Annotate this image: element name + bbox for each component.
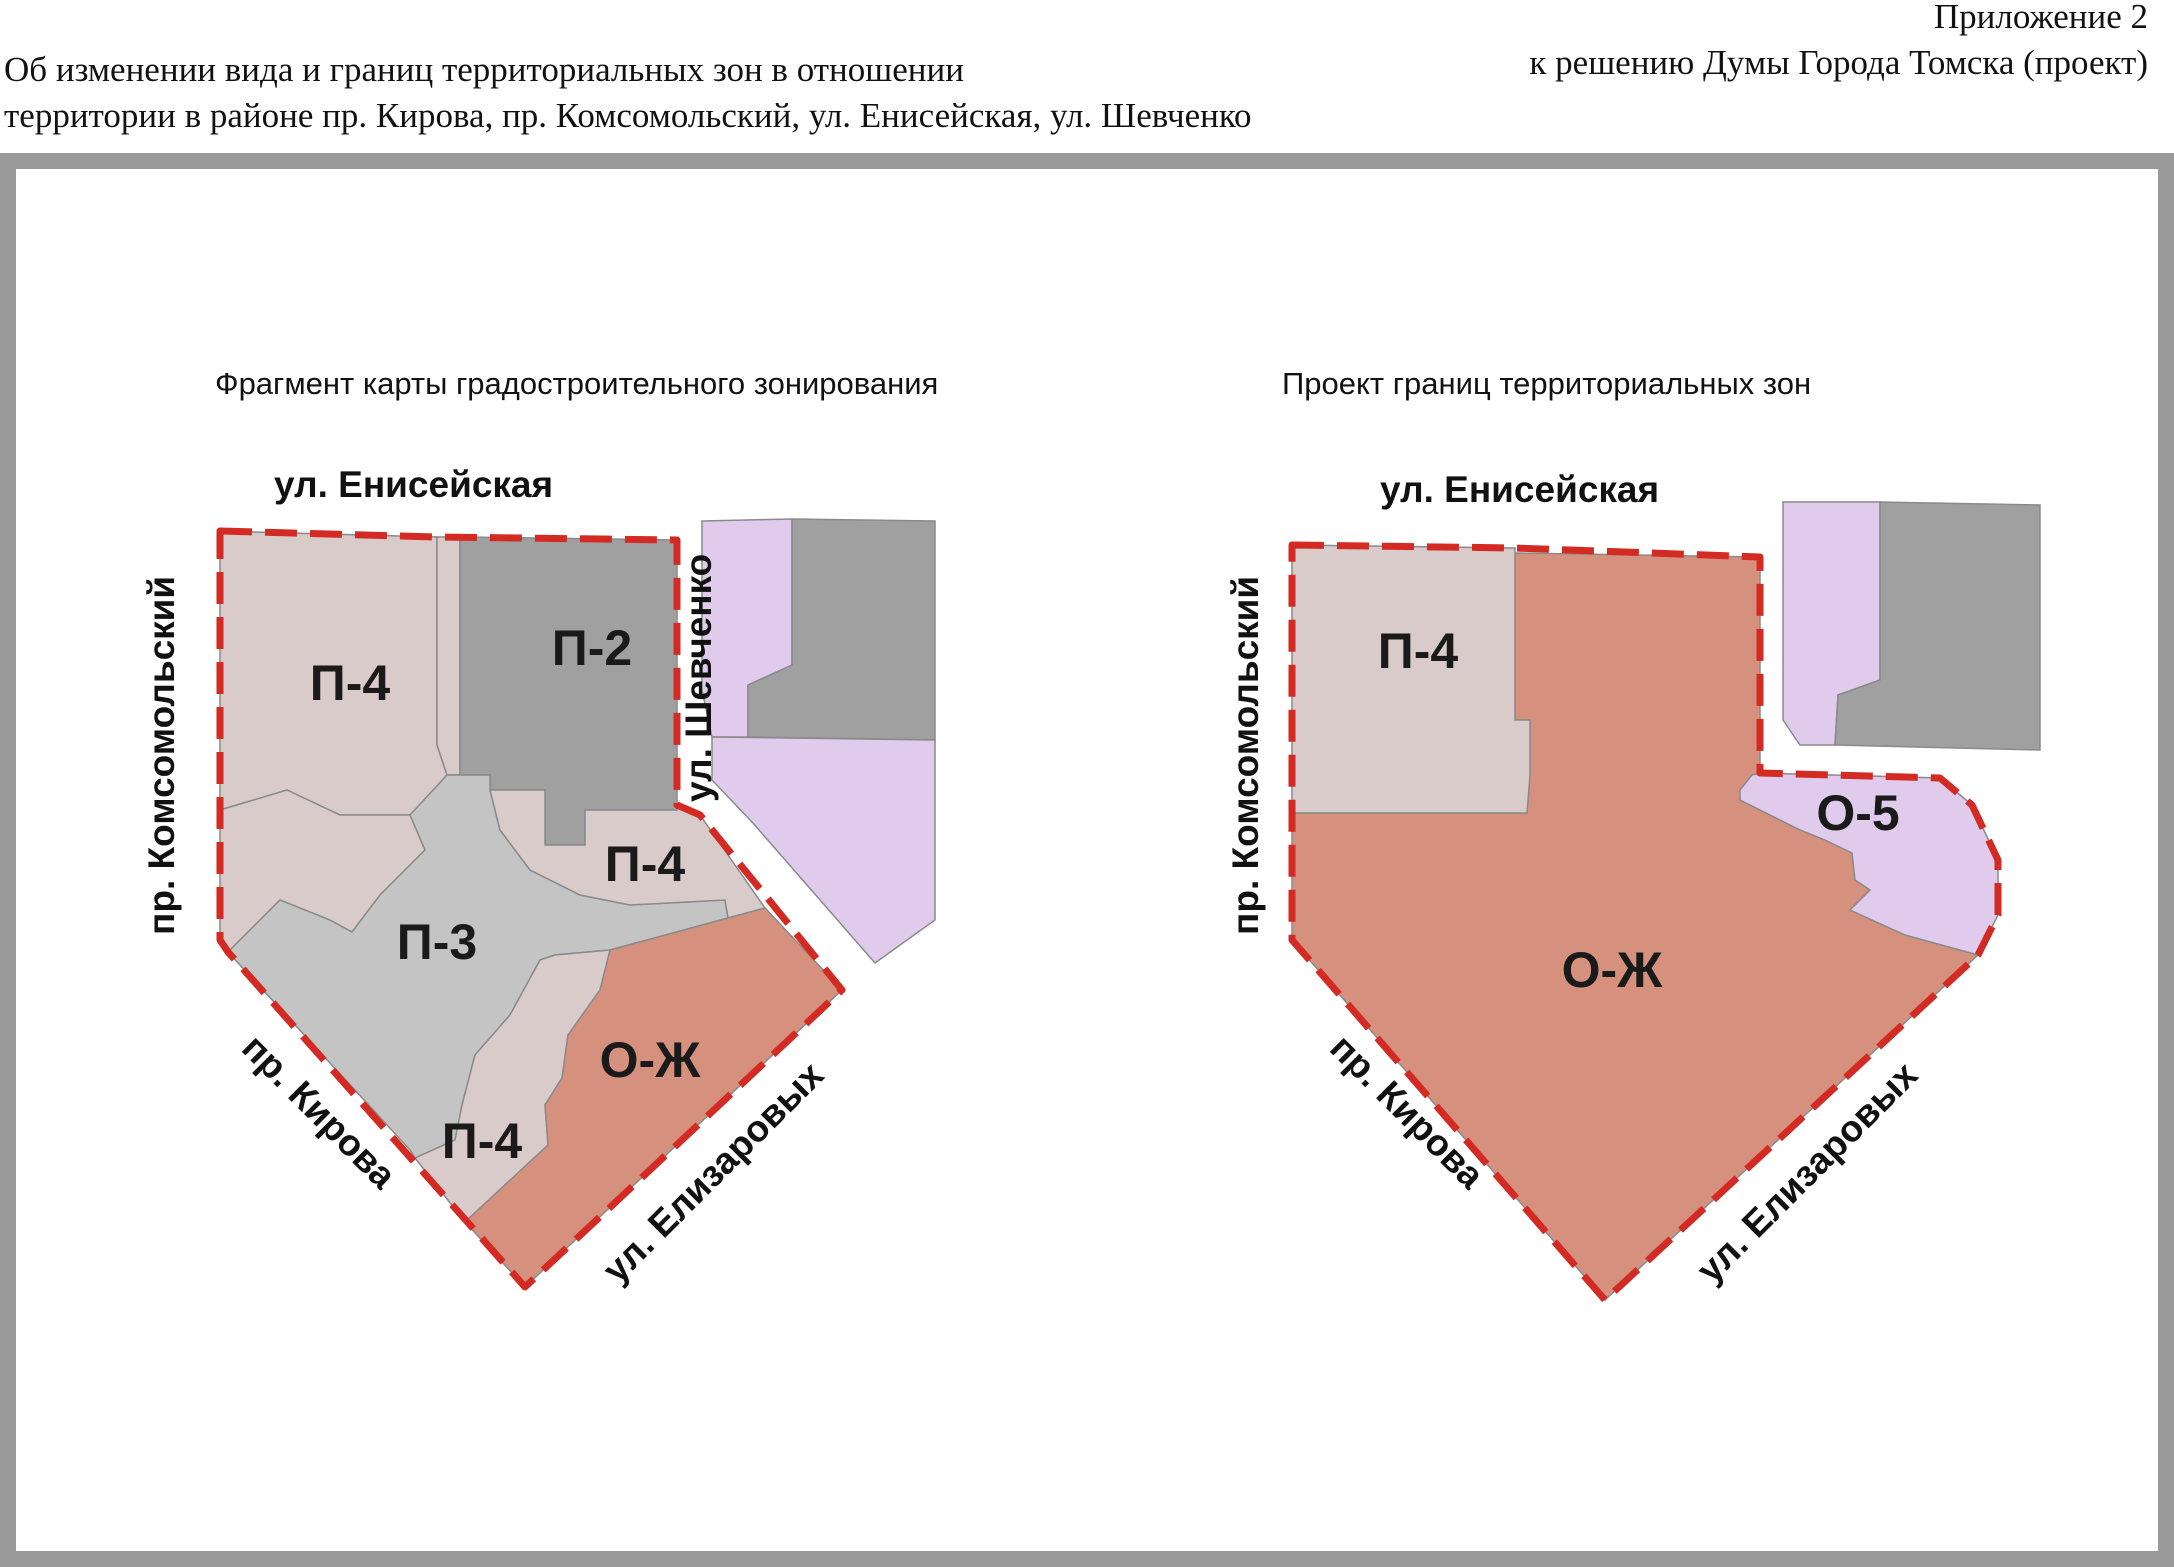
right-street-north: ул. Енисейская — [1380, 469, 1659, 510]
right-zone-label-p4: П-4 — [1378, 623, 1459, 679]
right-outside-block-gray — [1834, 501, 2041, 751]
right-zone-p4 — [1291, 544, 1531, 814]
document-title-line-1: Об изменении вида и границ территориальн… — [4, 50, 964, 89]
left-zone-p4-strip — [436, 536, 461, 776]
left-zone-label-p4-north: П-4 — [310, 655, 391, 711]
right-zone-boundary — [1288, 541, 2002, 1304]
appendix-caption: Приложение 2 к решению Думы Города Томск… — [1529, 0, 2148, 85]
document-title: Об изменении вида и границ территориальн… — [4, 47, 1252, 138]
document-title-line-2: территории в районе пр. Кирова, пр. Комс… — [4, 95, 1252, 135]
right-map-subtitle: Проект границ территориальных зон — [1282, 366, 1811, 401]
left-zone-label-p2: П-2 — [552, 620, 632, 676]
left-zone-label-ozh: О-Ж — [600, 1032, 702, 1088]
right-map: Проект границ территориальных зон П-4 О-… — [1225, 366, 2041, 1304]
left-zone-p4-middle — [489, 789, 767, 919]
left-map-subtitle: Фрагмент карты градостроительного зониро… — [215, 366, 938, 401]
left-zone-label-p3: П-3 — [397, 914, 477, 970]
left-zone-boundary — [216, 527, 846, 1291]
left-outside-block-lilac-south — [711, 736, 936, 965]
left-street-east: ул. Шевченко — [678, 554, 719, 802]
appendix-line-1: Приложение 2 — [1933, 0, 2148, 36]
appendix-line-2: к решению Думы Города Томска (проект) — [1529, 42, 2148, 82]
right-street-west: пр. Комсомольский — [1225, 576, 1266, 935]
left-map: Фрагмент карты градостроительного зониро… — [141, 366, 938, 1291]
left-zone-ozh — [463, 907, 844, 1289]
left-zone-label-p4-middle: П-4 — [605, 836, 686, 892]
right-zone-label-o5: О-5 — [1816, 785, 1899, 841]
left-street-north: ул. Енисейская — [274, 464, 553, 505]
left-street-west: пр. Комсомольский — [141, 576, 182, 935]
right-zone-label-ozh: О-Ж — [1562, 942, 1664, 998]
left-zone-label-p4-south: П-4 — [442, 1113, 523, 1169]
